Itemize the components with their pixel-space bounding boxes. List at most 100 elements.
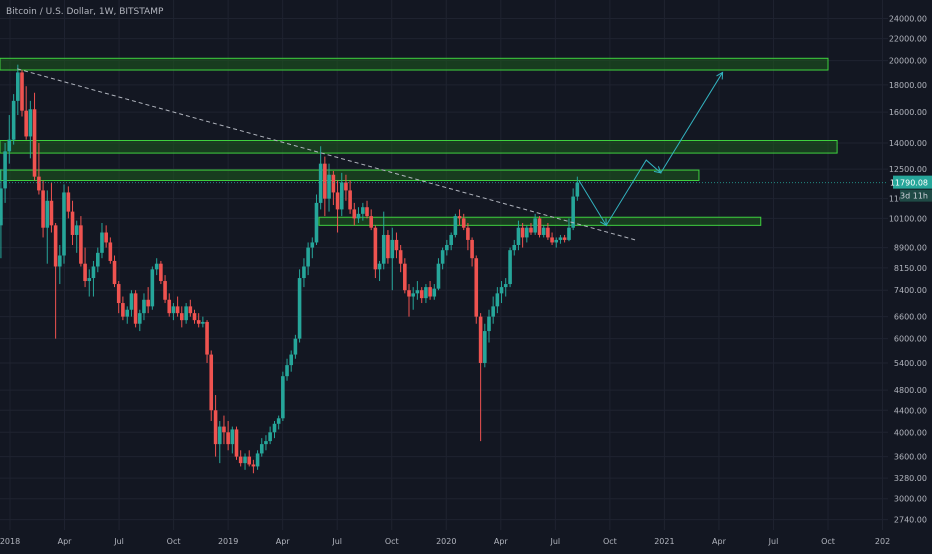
candle-body bbox=[188, 306, 193, 314]
candle-body bbox=[108, 242, 113, 261]
candle-body bbox=[348, 190, 352, 210]
candle-body bbox=[377, 263, 382, 270]
candle-body bbox=[289, 354, 294, 366]
candle-body bbox=[7, 139, 12, 152]
candle-body bbox=[104, 232, 108, 243]
candle-body bbox=[154, 263, 159, 270]
candle-body bbox=[541, 227, 546, 235]
candle-body bbox=[436, 263, 441, 289]
time-axis-label: 202 bbox=[875, 537, 890, 546]
candle-body bbox=[66, 192, 71, 212]
support-resistance-zone bbox=[0, 140, 838, 154]
time-axis-label: Apr bbox=[712, 537, 727, 546]
candle-body bbox=[445, 245, 449, 251]
candle-body bbox=[146, 299, 150, 307]
price-axis-label: 14000.00 bbox=[889, 139, 927, 148]
candle-body bbox=[537, 218, 542, 235]
candle-body bbox=[381, 234, 386, 264]
candle-body bbox=[272, 423, 277, 433]
candle-body bbox=[461, 218, 466, 228]
support-resistance-zone bbox=[0, 169, 700, 181]
candle-body bbox=[243, 456, 247, 464]
price-axis-label: 8150.00 bbox=[894, 264, 927, 273]
candle-body bbox=[562, 237, 567, 240]
candle-body bbox=[167, 299, 172, 314]
candle-body bbox=[499, 287, 504, 294]
candle-body bbox=[432, 288, 437, 297]
candle-body bbox=[293, 338, 298, 355]
candle-body bbox=[95, 252, 100, 267]
candle-body bbox=[255, 453, 260, 467]
candle-body bbox=[457, 216, 462, 219]
candle-body bbox=[11, 100, 16, 140]
candle-body bbox=[37, 176, 41, 191]
candle-body bbox=[310, 242, 315, 248]
candle-body bbox=[179, 313, 184, 321]
time-axis-label: Oct bbox=[603, 537, 617, 546]
price-axis-label: 12500.00 bbox=[889, 165, 927, 174]
candle-body bbox=[192, 313, 197, 321]
candle-body bbox=[16, 72, 20, 101]
candle-body bbox=[201, 321, 205, 324]
candle-body bbox=[142, 299, 146, 314]
candle-body bbox=[234, 429, 239, 457]
candle-body bbox=[424, 287, 428, 299]
candle-body bbox=[49, 200, 54, 226]
candle-body bbox=[428, 287, 432, 297]
candle-body bbox=[205, 321, 209, 355]
candle-body bbox=[314, 202, 319, 243]
candle-body bbox=[238, 456, 243, 464]
time-axis-label: Jul bbox=[331, 537, 342, 546]
candle-body bbox=[129, 293, 134, 310]
candle-body bbox=[440, 250, 445, 264]
candle-body bbox=[41, 190, 45, 228]
candle-body bbox=[285, 365, 289, 377]
candle-body bbox=[222, 426, 226, 433]
time-axis-label: 2019 bbox=[218, 537, 238, 546]
candle-body bbox=[150, 269, 155, 307]
candle-body bbox=[508, 250, 512, 285]
candle-body bbox=[87, 278, 92, 282]
time-axis-label: Jul bbox=[550, 537, 561, 546]
candle-body bbox=[529, 227, 533, 233]
candle-body bbox=[268, 432, 272, 442]
price-axis-label: 6600.00 bbox=[894, 313, 927, 322]
candle-body bbox=[453, 216, 458, 235]
candle-body bbox=[352, 209, 357, 219]
candle-body bbox=[327, 174, 331, 199]
candle-body bbox=[247, 456, 252, 465]
candle-body bbox=[491, 306, 495, 317]
candle-body bbox=[264, 441, 268, 445]
projection-arrowhead bbox=[599, 218, 607, 227]
price-axis-label: 8900.00 bbox=[894, 244, 927, 253]
candle-body bbox=[369, 216, 373, 228]
countdown-tag bbox=[900, 189, 932, 202]
time-axis-label: 2020 bbox=[436, 537, 456, 546]
price-axis-label: 4800.00 bbox=[894, 386, 927, 395]
candle-body bbox=[251, 464, 256, 467]
dashed-trendline bbox=[17, 68, 636, 241]
price-axis-label: 22000.00 bbox=[889, 35, 927, 44]
time-axis-label: Jul bbox=[113, 537, 124, 546]
candle-body bbox=[470, 239, 474, 259]
candle-body bbox=[483, 331, 487, 363]
candle-body bbox=[276, 418, 281, 424]
price-axis-label: 3000.00 bbox=[894, 495, 927, 504]
bar-countdown: 3d 11h bbox=[900, 192, 928, 201]
price-axis-label: 16000.00 bbox=[889, 108, 927, 117]
candle-body bbox=[386, 234, 390, 259]
candle-body bbox=[217, 426, 222, 445]
candle-body bbox=[196, 320, 201, 324]
candle-body bbox=[306, 247, 310, 267]
candle-body bbox=[356, 213, 361, 219]
candle-body bbox=[74, 225, 79, 235]
candle-body bbox=[365, 207, 369, 217]
price-axis-label: 5400.00 bbox=[894, 359, 927, 368]
candle-body bbox=[571, 196, 575, 228]
price-axis-label: 7400.00 bbox=[894, 286, 927, 295]
candle-body bbox=[184, 306, 188, 321]
candle-body bbox=[567, 227, 571, 240]
candle-body bbox=[175, 306, 180, 314]
